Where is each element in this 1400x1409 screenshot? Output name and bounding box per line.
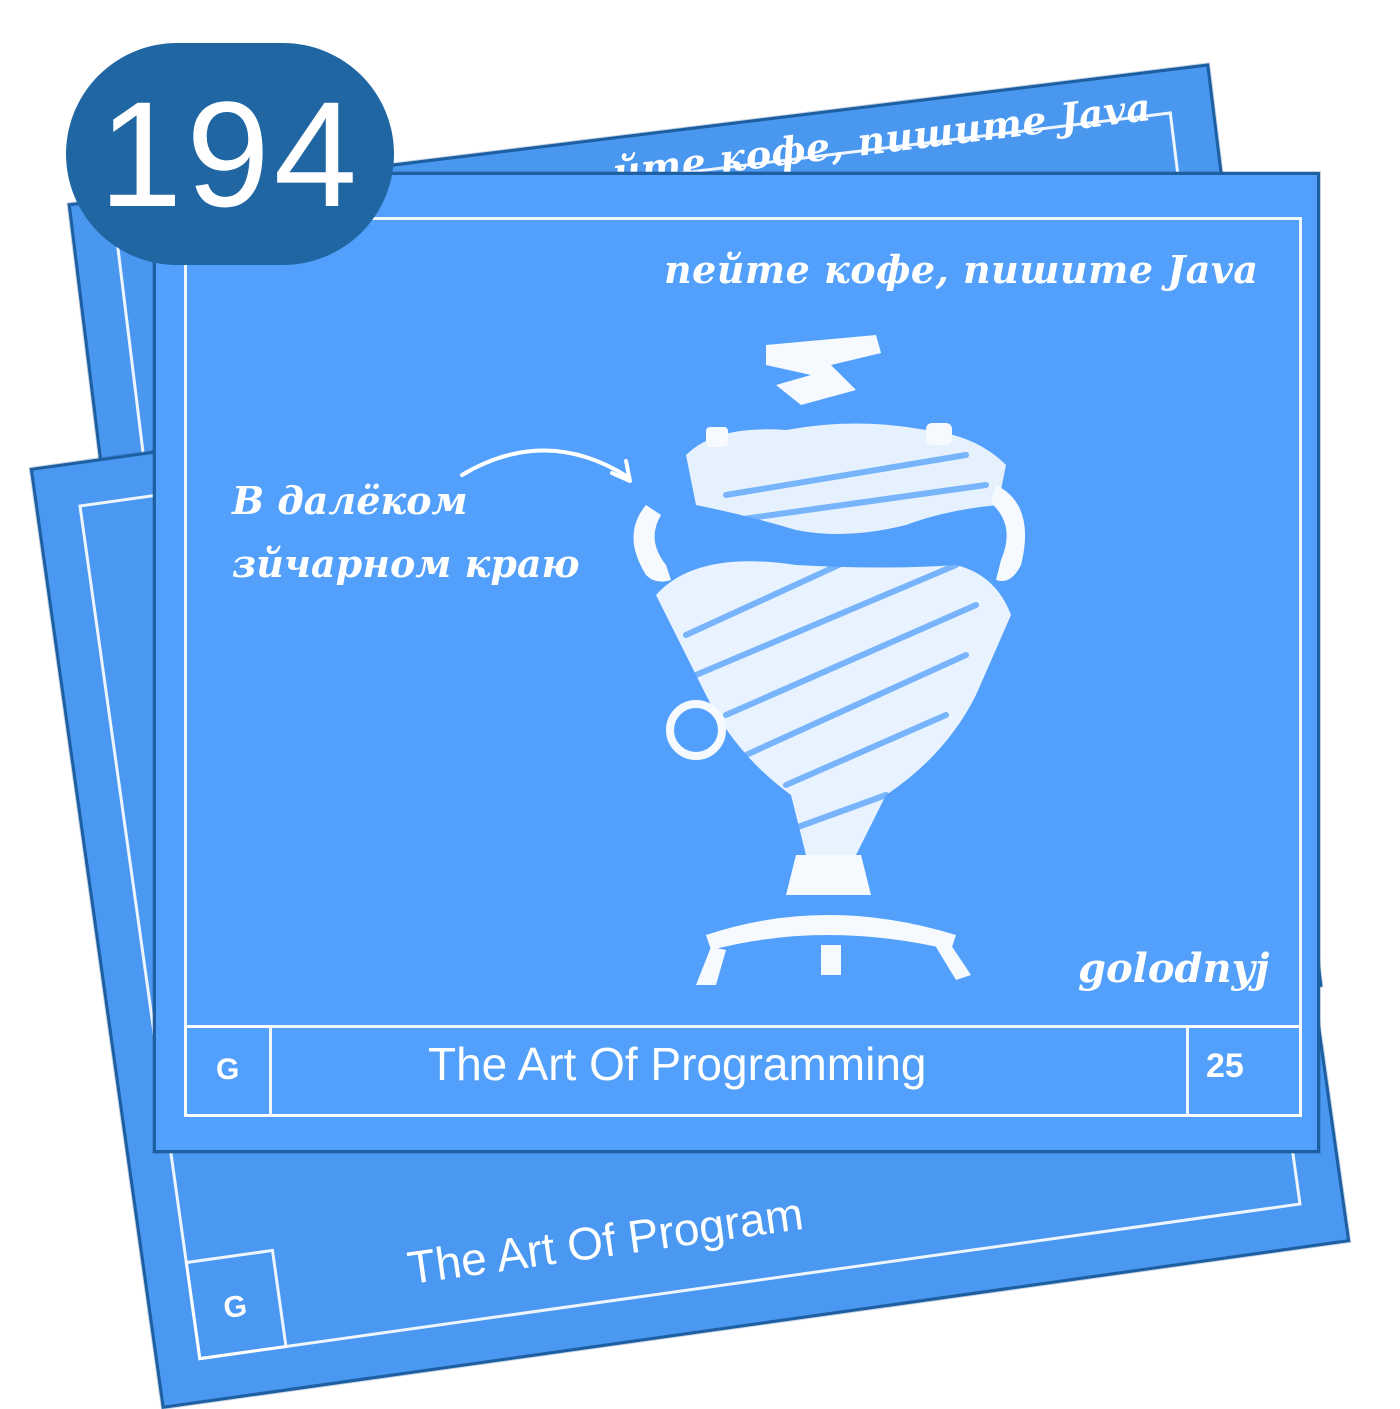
back-card-footer-left: G [221, 1289, 250, 1326]
author-signature: golodnyj [1078, 945, 1270, 992]
footer-left-box [184, 1025, 272, 1117]
caption-line-2: зйчарном краю [232, 541, 580, 586]
front-card: пейте кофе, пишите Java В далёком зйчарн… [153, 172, 1320, 1153]
arrow-icon [460, 448, 632, 483]
samovar-illustration [633, 335, 1026, 985]
footer-right-box [1186, 1025, 1302, 1117]
footer-right-label: 25 [1206, 1047, 1244, 1085]
caption-line-1: В далёком [232, 478, 468, 523]
episode-number: 194 [98, 70, 362, 238]
episode-badge: 194 [66, 43, 394, 265]
footer-title: The Art Of Programming [428, 1038, 927, 1090]
footer-left-label: G [216, 1053, 240, 1086]
motto: пейте кофе, пишите Java [664, 247, 1259, 292]
